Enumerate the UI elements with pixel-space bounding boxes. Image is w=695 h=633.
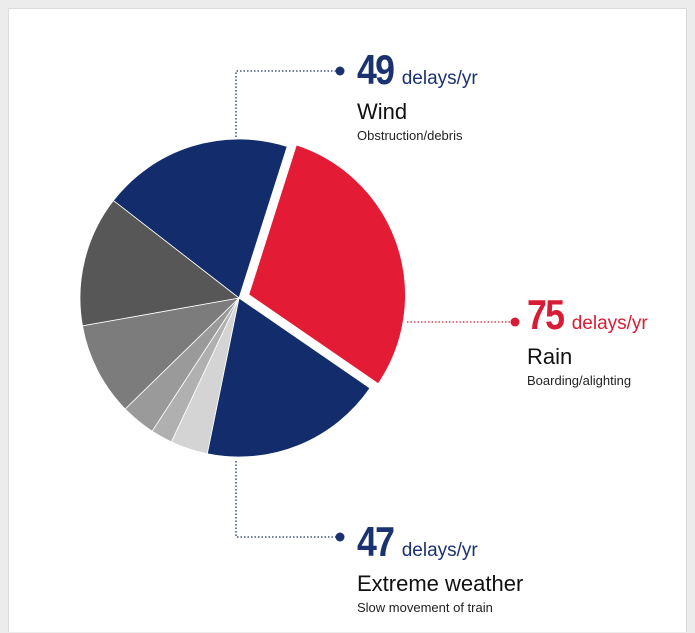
callout-extreme-value-line: 47 delays/yr bbox=[357, 521, 523, 563]
infographic-panel: 49 delays/yr Wind Obstruction/debris 75 de… bbox=[8, 8, 687, 632]
slice-other-5 bbox=[79, 199, 240, 327]
leader-dot-extreme-weather bbox=[335, 532, 345, 542]
slice-other-4 bbox=[81, 297, 241, 410]
extreme-weather-unit: delays/yr bbox=[401, 540, 478, 561]
callout-rain-value-line: 75 delays/yr bbox=[527, 294, 648, 336]
slice-extreme-weather bbox=[206, 297, 371, 458]
pie-chart bbox=[79, 66, 520, 542]
rain-value: 75 bbox=[527, 291, 565, 338]
rain-category: Rain bbox=[527, 344, 573, 369]
rain-unit: delays/yr bbox=[571, 313, 648, 334]
callout-extreme-weather: 47 delays/yr Extreme weather Slow movemen… bbox=[357, 521, 524, 616]
extreme-weather-value: 47 bbox=[357, 518, 395, 565]
callout-wind-value-line: 49 delays/yr bbox=[357, 49, 478, 91]
wind-unit: delays/yr bbox=[401, 68, 478, 89]
leader-dot-rain bbox=[510, 317, 520, 327]
callout-rain: 75 delays/yr Rain Boarding/alighting bbox=[527, 294, 648, 389]
leader-line-extreme-weather bbox=[235, 461, 339, 538]
slice-wind bbox=[112, 138, 288, 299]
callout-wind: 49 delays/yr Wind Obstruction/debris bbox=[357, 49, 478, 144]
extreme-weather-cause: Slow movement of train bbox=[357, 600, 493, 615]
leader-dot-wind bbox=[335, 66, 345, 76]
slice-rain bbox=[245, 141, 408, 388]
rain-cause: Boarding/alighting bbox=[527, 373, 632, 388]
extreme-weather-category: Extreme weather bbox=[357, 571, 524, 596]
wind-category: Wind bbox=[357, 99, 408, 124]
leader-line-wind bbox=[235, 70, 339, 137]
wind-value: 49 bbox=[357, 46, 395, 93]
wind-cause: Obstruction/debris bbox=[357, 128, 463, 143]
